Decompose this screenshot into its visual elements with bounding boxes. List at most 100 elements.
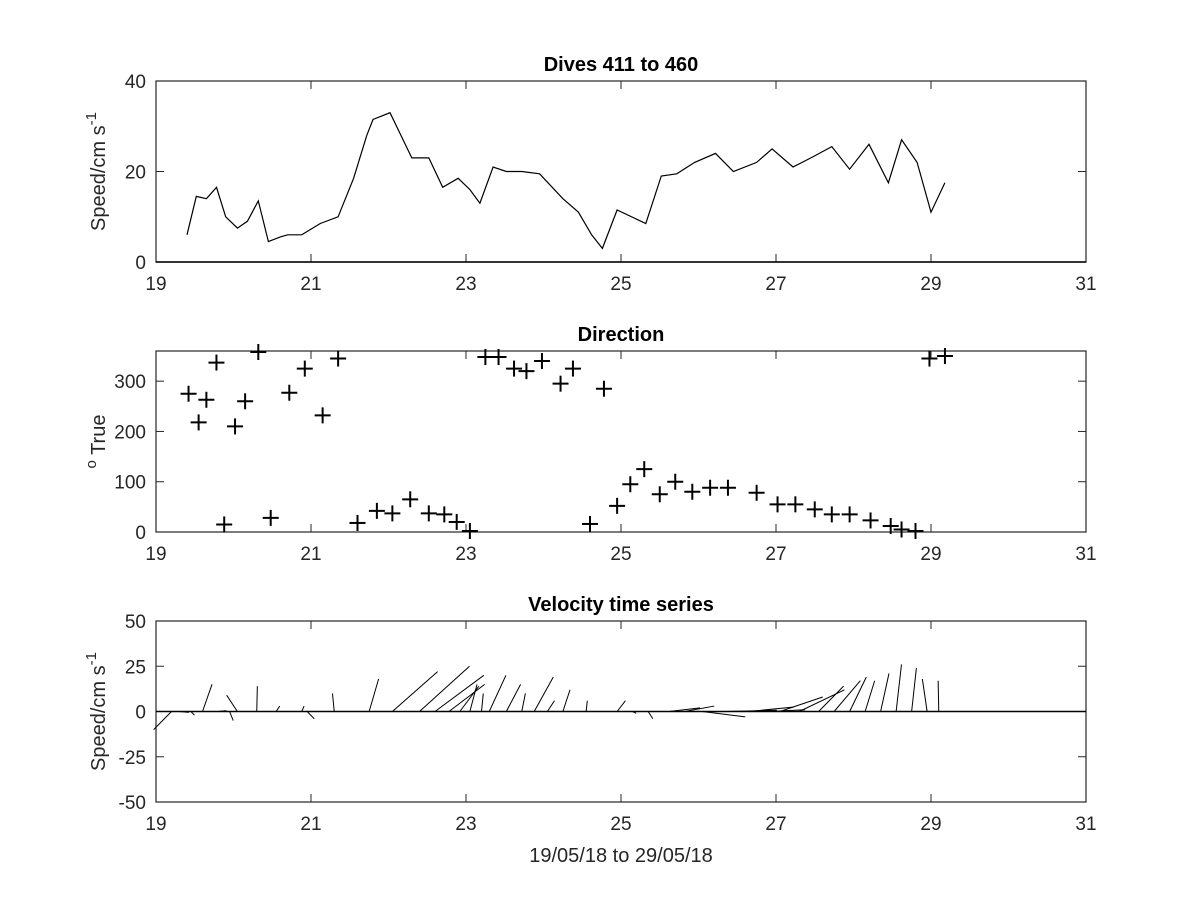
x-tick-label: 19 bbox=[145, 544, 166, 565]
plus-marker bbox=[180, 385, 197, 402]
velocity-stick bbox=[911, 668, 917, 712]
plus-marker bbox=[609, 497, 626, 514]
x-tick-label: 23 bbox=[455, 814, 476, 835]
y-tick-label: 50 bbox=[125, 612, 146, 633]
x-axis-label: 19/05/18 to 29/05/18 bbox=[529, 845, 713, 867]
x-tick-label: 25 bbox=[610, 544, 631, 565]
velocity-stick bbox=[505, 684, 522, 712]
plus-marker bbox=[198, 391, 215, 408]
plus-marker bbox=[823, 506, 840, 523]
plus-marker bbox=[208, 354, 225, 371]
y-tick-label: 200 bbox=[114, 422, 146, 443]
plus-marker bbox=[518, 363, 535, 380]
y-axis-label-main: Speed/cm s bbox=[88, 125, 110, 231]
plus-marker bbox=[190, 414, 207, 431]
plus-marker bbox=[281, 384, 298, 401]
y-axis-label: Speed/cm s-1 bbox=[83, 652, 110, 771]
x-tick-label: 23 bbox=[455, 274, 476, 295]
velocity-stick bbox=[895, 664, 902, 712]
velocity-stick bbox=[217, 710, 227, 712]
x-tick-label: 27 bbox=[765, 814, 786, 835]
x-tick-label: 29 bbox=[920, 274, 941, 295]
plus-marker bbox=[702, 479, 719, 496]
velocity-stick bbox=[647, 711, 654, 720]
plus-marker bbox=[250, 344, 267, 361]
y-axis-label-superscript: -1 bbox=[83, 652, 100, 665]
velocity-stick bbox=[668, 707, 701, 712]
plus-marker bbox=[582, 515, 598, 532]
x-tick-label: 23 bbox=[455, 544, 476, 565]
plus-marker bbox=[748, 484, 765, 501]
plus-marker bbox=[595, 380, 612, 397]
y-tick-label: 0 bbox=[135, 523, 146, 544]
velocity-stick bbox=[864, 680, 876, 712]
x-tick-label: 29 bbox=[920, 544, 941, 565]
velocity-stick bbox=[306, 711, 315, 720]
velocity-stick bbox=[448, 683, 485, 712]
plus-marker bbox=[296, 360, 313, 377]
plus-marker bbox=[936, 348, 953, 365]
plus-marker bbox=[349, 514, 366, 531]
plus-marker bbox=[636, 461, 653, 478]
plus-marker bbox=[216, 516, 233, 533]
velocity-stick bbox=[937, 680, 940, 712]
plus-marker bbox=[402, 491, 419, 508]
y-tick-label: 300 bbox=[114, 372, 146, 393]
x-tick-label: 31 bbox=[1075, 274, 1096, 295]
plus-marker bbox=[622, 476, 639, 493]
chart-title: Velocity time series bbox=[528, 594, 714, 616]
y-tick-label: 40 bbox=[125, 72, 146, 93]
plus-marker bbox=[506, 360, 523, 377]
y-axis-label: o True bbox=[83, 415, 110, 469]
axes-frame bbox=[155, 350, 1087, 533]
plus-marker bbox=[436, 506, 453, 523]
plus-marker bbox=[564, 360, 581, 377]
plus-marker bbox=[237, 393, 254, 410]
y-axis-label-prefix: o bbox=[83, 460, 100, 468]
plus-marker bbox=[651, 486, 668, 503]
velocity-stick bbox=[190, 711, 195, 716]
panel-velocity: Velocity time series 19 21 23 25 27 29 31 -50 -25… bbox=[83, 594, 1097, 867]
velocity-stick bbox=[419, 665, 470, 712]
plus-marker bbox=[719, 479, 736, 496]
plus-marker bbox=[841, 506, 858, 523]
plus-marker bbox=[461, 522, 478, 539]
velocity-stick bbox=[521, 693, 526, 712]
panel-speed: Dives 411 to 460 19 21 23 25 27 29 31 0 20 40 Speed… bbox=[83, 54, 1097, 295]
x-tick-label: 27 bbox=[765, 544, 786, 565]
y-axis-label-superscript: -1 bbox=[83, 112, 100, 125]
plus-marker bbox=[806, 501, 823, 518]
velocity-stick bbox=[849, 676, 867, 712]
plus-marker bbox=[893, 521, 910, 538]
y-tick-label: 25 bbox=[125, 657, 146, 678]
plus-marker bbox=[769, 496, 786, 513]
x-tick-label: 19 bbox=[145, 274, 166, 295]
plus-marker bbox=[490, 349, 507, 366]
plus-marker bbox=[787, 496, 804, 513]
velocity-stick bbox=[585, 700, 588, 712]
plus-marker bbox=[907, 522, 924, 539]
velocity-stick bbox=[488, 675, 507, 712]
axes-frame bbox=[155, 80, 1087, 263]
velocity-stick bbox=[818, 685, 844, 712]
velocity-stick bbox=[179, 711, 189, 713]
x-tick-label: 21 bbox=[300, 814, 321, 835]
x-tick-label: 31 bbox=[1075, 814, 1096, 835]
x-tick-label: 21 bbox=[300, 274, 321, 295]
x-tick-label: 25 bbox=[610, 274, 631, 295]
velocity-stick bbox=[226, 694, 238, 712]
chart-title: Direction bbox=[578, 324, 665, 346]
velocity-stick bbox=[779, 696, 823, 712]
plus-marker bbox=[262, 509, 279, 526]
y-tick-label: 20 bbox=[125, 163, 146, 184]
velocity-stick bbox=[632, 711, 637, 714]
velocity-stick bbox=[833, 680, 861, 712]
y-axis-label: Speed/cm s-1 bbox=[83, 112, 110, 231]
velocity-stick bbox=[229, 711, 234, 721]
plus-marker bbox=[921, 350, 938, 367]
series-line bbox=[186, 111, 946, 250]
velocity-stick bbox=[702, 711, 746, 718]
velocity-stick bbox=[748, 706, 795, 712]
panel-direction: Direction 19 21 23 25 27 29 31 0 100 200 300 o True bbox=[83, 324, 1097, 565]
